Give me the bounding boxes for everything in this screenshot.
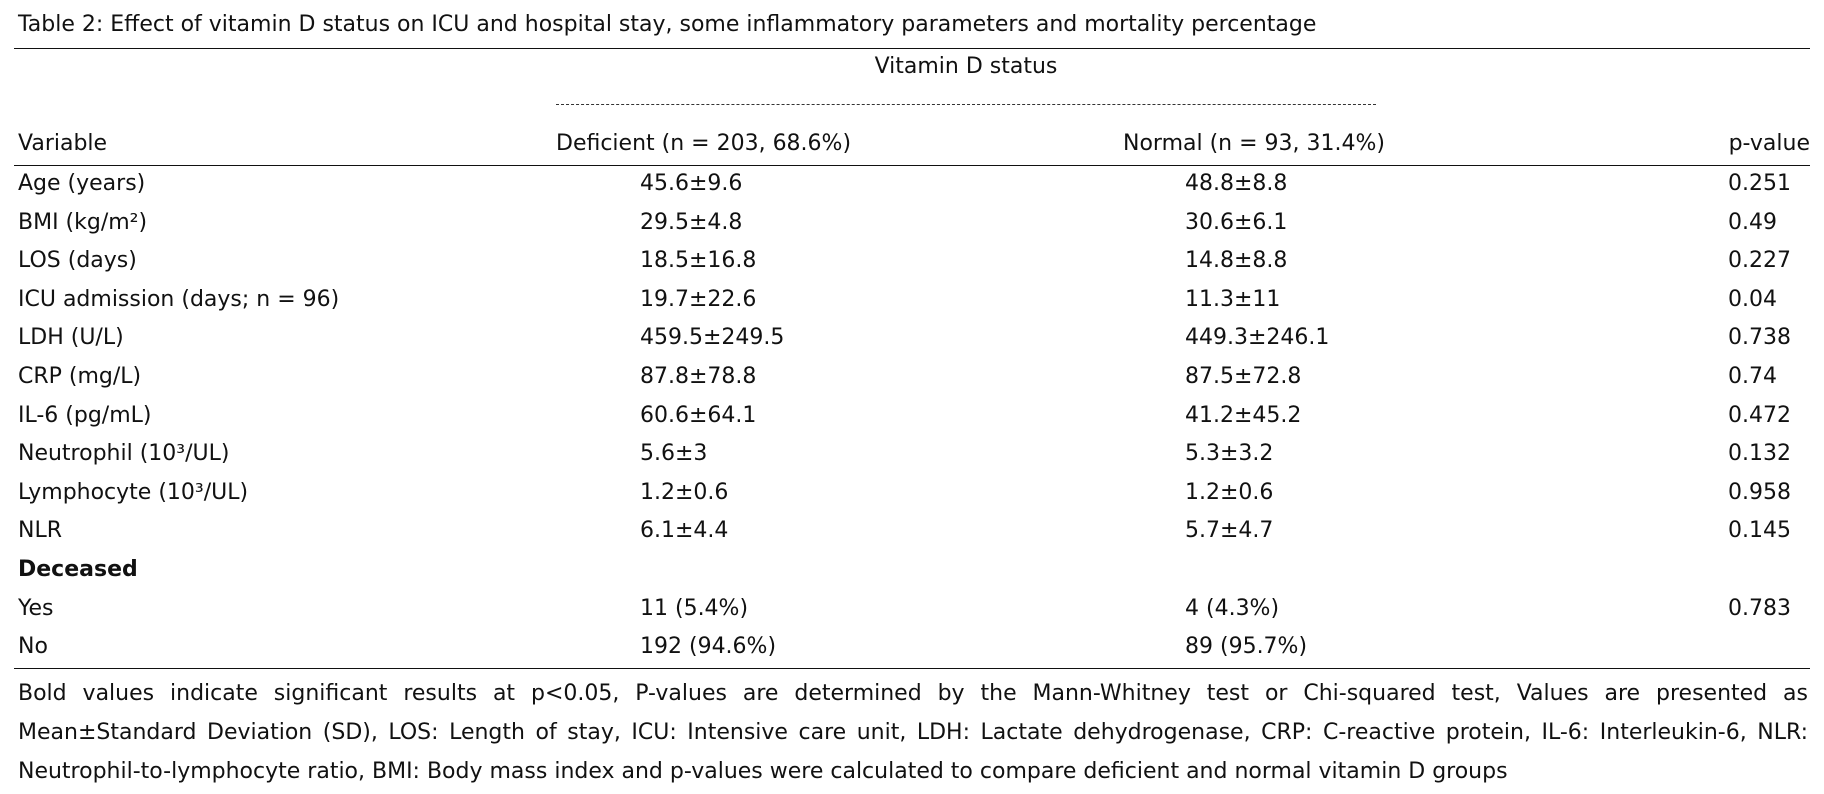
table-cell: 0.738 bbox=[1728, 325, 1791, 351]
table-cell: BMI (kg/m²) bbox=[18, 209, 148, 235]
table-cell: 14.8±8.8 bbox=[1185, 248, 1288, 274]
table-cell: 0.74 bbox=[1728, 364, 1777, 389]
table-cell: 87.5±72.8 bbox=[1185, 364, 1302, 389]
table-cell: ICU admission (days; n = 96) bbox=[18, 286, 340, 312]
bottom-rule bbox=[14, 668, 1810, 669]
table-cell: 5.7±4.7 bbox=[1185, 518, 1274, 544]
column-header: Normal (n = 93, 31.4%) bbox=[1123, 131, 1385, 156]
table-cell: 0.472 bbox=[1728, 402, 1791, 428]
table-cell: 459.5±249.5 bbox=[640, 325, 785, 351]
table-cell: 192 (94.6%) bbox=[640, 634, 777, 660]
table-cell: 0.145 bbox=[1728, 518, 1791, 544]
table-cell: 0.132 bbox=[1728, 441, 1791, 467]
table-cell: 60.6±64.1 bbox=[640, 402, 757, 428]
table-cell: 18.5±16.8 bbox=[640, 248, 757, 274]
table-cell: 6.1±4.4 bbox=[640, 518, 729, 544]
table-cell: 89 (95.7%) bbox=[1185, 634, 1308, 660]
group-divider bbox=[556, 104, 1376, 105]
table-cell: 5.6±3 bbox=[640, 441, 708, 467]
table-cell: CRP (mg/L) bbox=[18, 364, 142, 389]
table-cell: 1.2±0.6 bbox=[640, 479, 729, 505]
table-title: Table 2: Effect of vitamin D status on I… bbox=[18, 12, 1317, 37]
table-cell: 19.7±22.6 bbox=[640, 286, 757, 312]
table-cell: 45.6±9.6 bbox=[640, 171, 743, 196]
table-cell: 4 (4.3%) bbox=[1185, 595, 1280, 621]
table-cell: 48.8±8.8 bbox=[1185, 171, 1288, 196]
table-cell: LOS (days) bbox=[18, 248, 137, 274]
table-cell: 29.5±4.8 bbox=[640, 209, 743, 235]
table-cell: No bbox=[18, 634, 48, 660]
table-cell: 0.251 bbox=[1728, 171, 1791, 196]
table-cell: 41.2±45.2 bbox=[1185, 402, 1302, 428]
table-cell: 30.6±6.1 bbox=[1185, 209, 1288, 235]
table-cell: Yes bbox=[18, 595, 54, 621]
table-cell: 0.04 bbox=[1728, 286, 1777, 312]
table-cell: Age (years) bbox=[18, 171, 146, 196]
footnote: Bold values indicate significant results… bbox=[18, 681, 1808, 784]
table-cell: NLR bbox=[18, 518, 62, 544]
table-cell: Lymphocyte (10³/UL) bbox=[18, 479, 249, 505]
table-cell: 11.3±11 bbox=[1185, 286, 1281, 312]
group-header: Vitamin D status bbox=[874, 54, 1058, 79]
column-header: p-value bbox=[1728, 131, 1810, 156]
table-cell: 0.783 bbox=[1728, 595, 1791, 621]
section-heading: Deceased bbox=[18, 557, 138, 582]
table-cell: 87.8±78.8 bbox=[640, 364, 757, 389]
table-cell: Neutrophil (10³/UL) bbox=[18, 441, 230, 467]
table-cell: 11 (5.4%) bbox=[640, 595, 749, 621]
table-cell: 449.3±246.1 bbox=[1185, 325, 1330, 351]
table-cell: 0.958 bbox=[1728, 479, 1791, 505]
column-header: Variable bbox=[18, 131, 108, 156]
table-cell: 0.49 bbox=[1728, 209, 1777, 235]
table-cell: 0.227 bbox=[1728, 248, 1791, 274]
top-rule bbox=[14, 48, 1810, 49]
column-header: Deficient (n = 203, 68.6%) bbox=[556, 131, 852, 156]
table-cell: IL-6 (pg/mL) bbox=[18, 402, 152, 428]
table-cell: 5.3±3.2 bbox=[1185, 441, 1274, 467]
header-rule bbox=[14, 165, 1810, 166]
table-cell: 1.2±0.6 bbox=[1185, 479, 1274, 505]
table-cell: LDH (U/L) bbox=[18, 325, 124, 351]
